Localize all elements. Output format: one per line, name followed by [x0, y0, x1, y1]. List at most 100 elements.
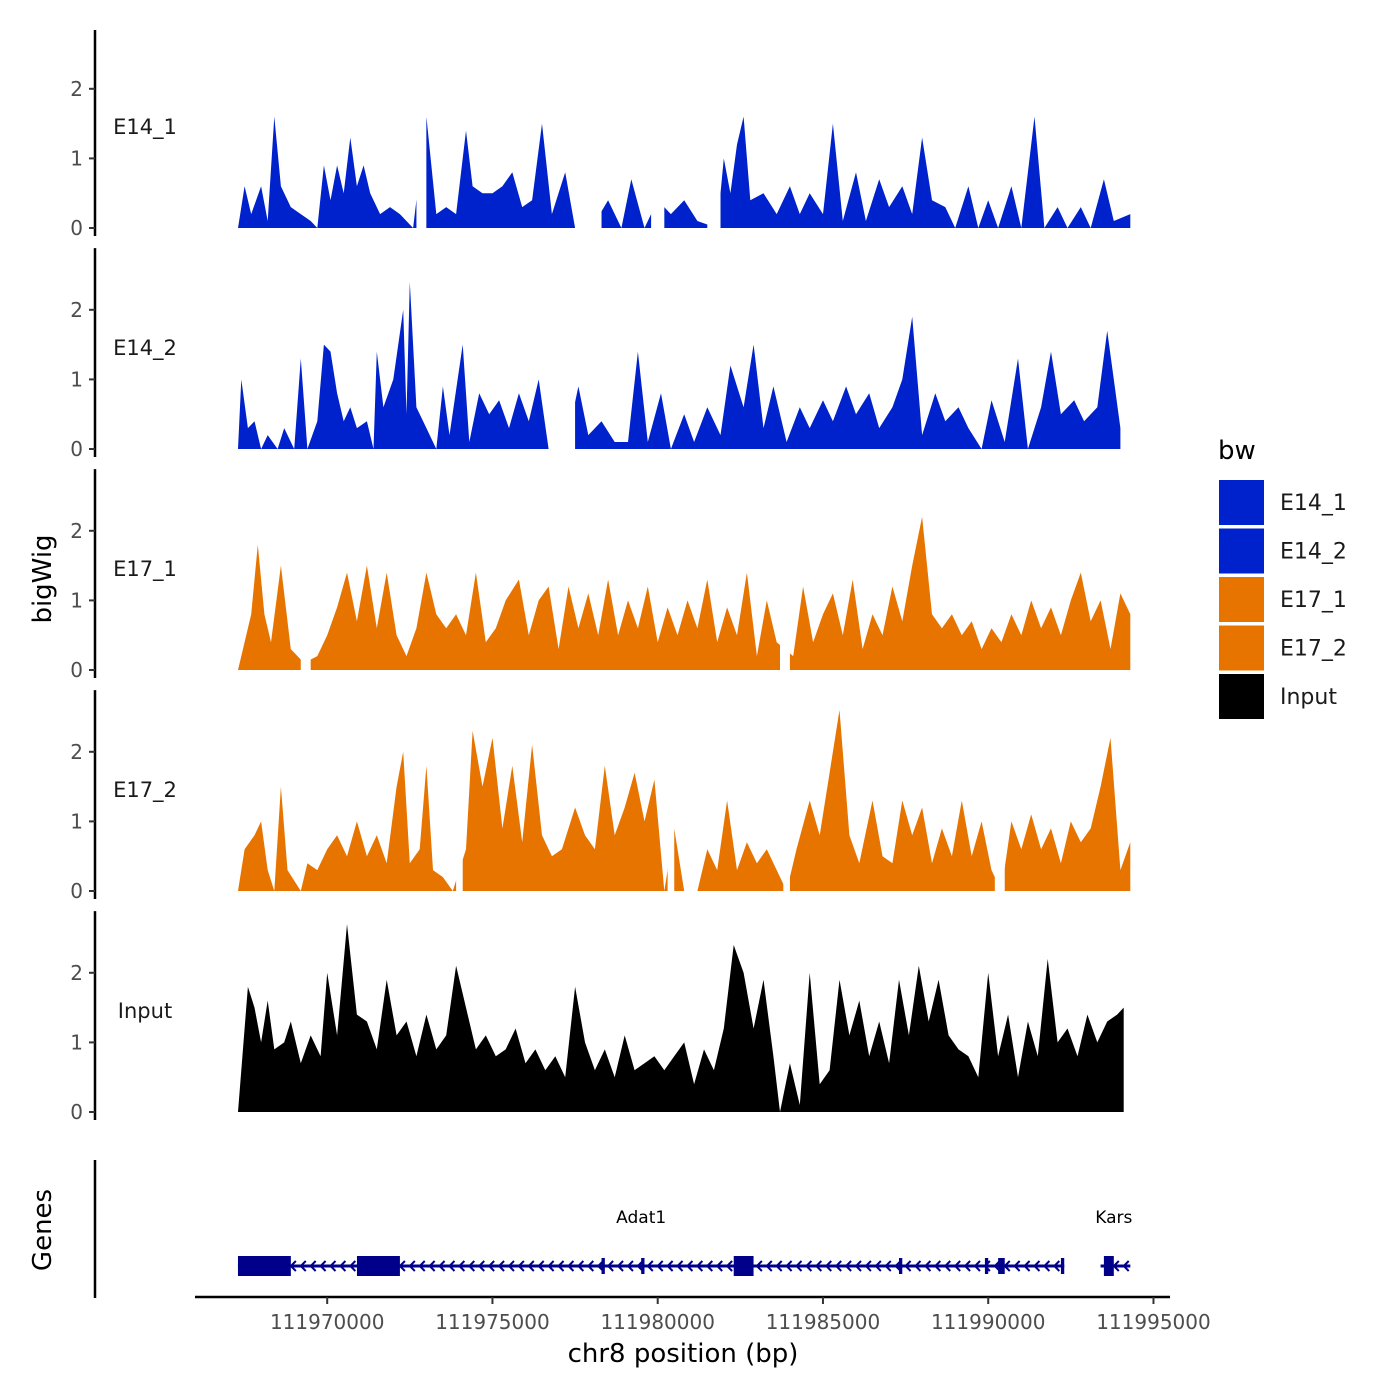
- strand-arrow: [457, 1260, 466, 1272]
- strand-arrow: [339, 1260, 347, 1272]
- legend-swatch: [1219, 528, 1264, 574]
- strand-arrow: [874, 1260, 882, 1272]
- strand-arrow: [795, 1260, 803, 1272]
- strand-arrow: [1033, 1260, 1041, 1272]
- track-label: E17_2: [113, 778, 177, 803]
- track-label: E17_1: [113, 557, 177, 582]
- signal-area-E17_1: [238, 516, 1131, 670]
- gene-Kars: Kars: [1095, 1208, 1133, 1276]
- strand-arrow: [695, 1260, 704, 1272]
- exon: [601, 1258, 605, 1274]
- track-E14_1: 0 1 2 E14_1: [70, 30, 1131, 240]
- legend-title: bw: [1218, 436, 1256, 466]
- strand-arrow: [933, 1260, 942, 1272]
- strand-arrow: [527, 1260, 535, 1272]
- y-tick-label: 0: [70, 1100, 83, 1124]
- track-E14_2: 0 1 2 E14_2: [70, 248, 1121, 461]
- strand-arrow: [329, 1260, 337, 1272]
- strand-arrow: [467, 1260, 476, 1272]
- signal-area-Input: [238, 924, 1124, 1112]
- y-tick-label: 2: [70, 298, 83, 322]
- strand-arrow: [547, 1260, 555, 1272]
- signal-area-E14_1: [238, 116, 1131, 228]
- x-tick-label: 111985000: [766, 1310, 881, 1334]
- no-signal-gap: [416, 31, 427, 230]
- exon: [898, 1258, 903, 1274]
- no-signal-gap: [456, 694, 463, 892]
- strand-arrow: [785, 1260, 793, 1272]
- strand-arrow: [864, 1260, 872, 1272]
- strand-arrow: [448, 1260, 456, 1272]
- no-signal-gap: [687, 694, 695, 892]
- strand-arrow: [1023, 1260, 1031, 1272]
- strand-arrow: [616, 1260, 624, 1272]
- no-signal-gap: [555, 252, 576, 450]
- strand-arrow: [725, 1260, 733, 1272]
- exon: [1060, 1258, 1065, 1274]
- strand-arrow: [1122, 1260, 1130, 1272]
- strand-arrow: [477, 1260, 485, 1272]
- genes-track-title: Genes: [28, 1189, 58, 1271]
- y-tick-label: 2: [70, 740, 83, 764]
- bigwig-tracks: 0 1 2 E14_1 0 1 2 E14_2 0 1 2 E17_1 0 1 2 E17_2 0 1 2 Input: [70, 30, 1131, 1124]
- strand-arrow: [666, 1260, 674, 1272]
- strand-arrow: [844, 1260, 852, 1272]
- signal-area-E14_2: [238, 282, 1121, 449]
- strand-arrow: [487, 1260, 495, 1272]
- strand-arrow: [676, 1260, 684, 1272]
- no-signal-gap: [667, 694, 675, 892]
- track-label: E14_2: [113, 336, 177, 361]
- strand-arrow: [517, 1260, 525, 1272]
- legend-swatch: [1219, 625, 1264, 671]
- no-signal-gap: [783, 694, 790, 892]
- strand-arrow: [1042, 1260, 1051, 1272]
- gene-Adat1: Adat1: [237, 1208, 1065, 1276]
- y-tick-label: 1: [70, 367, 83, 391]
- strand-arrow: [309, 1260, 317, 1272]
- x-tick-label: 111975000: [435, 1310, 550, 1334]
- strand-arrow: [438, 1260, 446, 1272]
- strand-arrow: [884, 1260, 892, 1272]
- track-E17_1: 0 1 2 E17_1: [70, 469, 1131, 682]
- y-tick-label: 2: [70, 519, 83, 543]
- exon: [641, 1258, 645, 1274]
- strand-arrow: [904, 1260, 912, 1272]
- strand-arrow: [765, 1260, 773, 1272]
- strand-arrow: [705, 1260, 713, 1272]
- strand-arrow: [814, 1260, 823, 1272]
- strand-arrow: [567, 1260, 575, 1272]
- strand-arrow: [775, 1260, 783, 1272]
- exon: [998, 1258, 1005, 1274]
- legend-label: E17_2: [1280, 637, 1347, 662]
- no-signal-gap: [780, 473, 790, 671]
- strand-arrow: [953, 1260, 961, 1272]
- strand-arrow: [606, 1260, 614, 1272]
- strand-arrow: [755, 1260, 763, 1272]
- strand-arrow: [646, 1260, 654, 1272]
- y-tick-label: 0: [70, 216, 83, 240]
- strand-arrow: [408, 1260, 416, 1272]
- exon: [984, 1258, 989, 1274]
- strand-arrow: [537, 1260, 545, 1272]
- y-tick-label: 0: [70, 658, 83, 682]
- strand-arrow: [824, 1260, 832, 1272]
- strand-arrow: [963, 1260, 971, 1272]
- x-tick-label: 111990000: [931, 1310, 1046, 1334]
- x-tick-label: 111980000: [600, 1310, 715, 1334]
- x-axis-title: chr8 position (bp): [568, 1339, 799, 1369]
- strand-arrow: [973, 1260, 981, 1272]
- no-signal-gap: [578, 31, 602, 230]
- y-tick-label: 2: [70, 961, 83, 985]
- x-axis: 111970000 111975000 111980000 111985000 1119…: [195, 1295, 1211, 1334]
- y-tick-label: 0: [70, 879, 83, 903]
- no-signal-gap: [707, 31, 721, 230]
- legend-label: E14_2: [1280, 540, 1347, 565]
- strand-arrow: [576, 1260, 585, 1272]
- track-label: Input: [118, 999, 172, 1023]
- exon: [237, 1256, 291, 1276]
- strand-arrow: [805, 1260, 813, 1272]
- legend-swatch: [1219, 674, 1264, 719]
- track-E17_2: 0 1 2 E17_2: [70, 690, 1131, 903]
- strand-arrow: [626, 1260, 634, 1272]
